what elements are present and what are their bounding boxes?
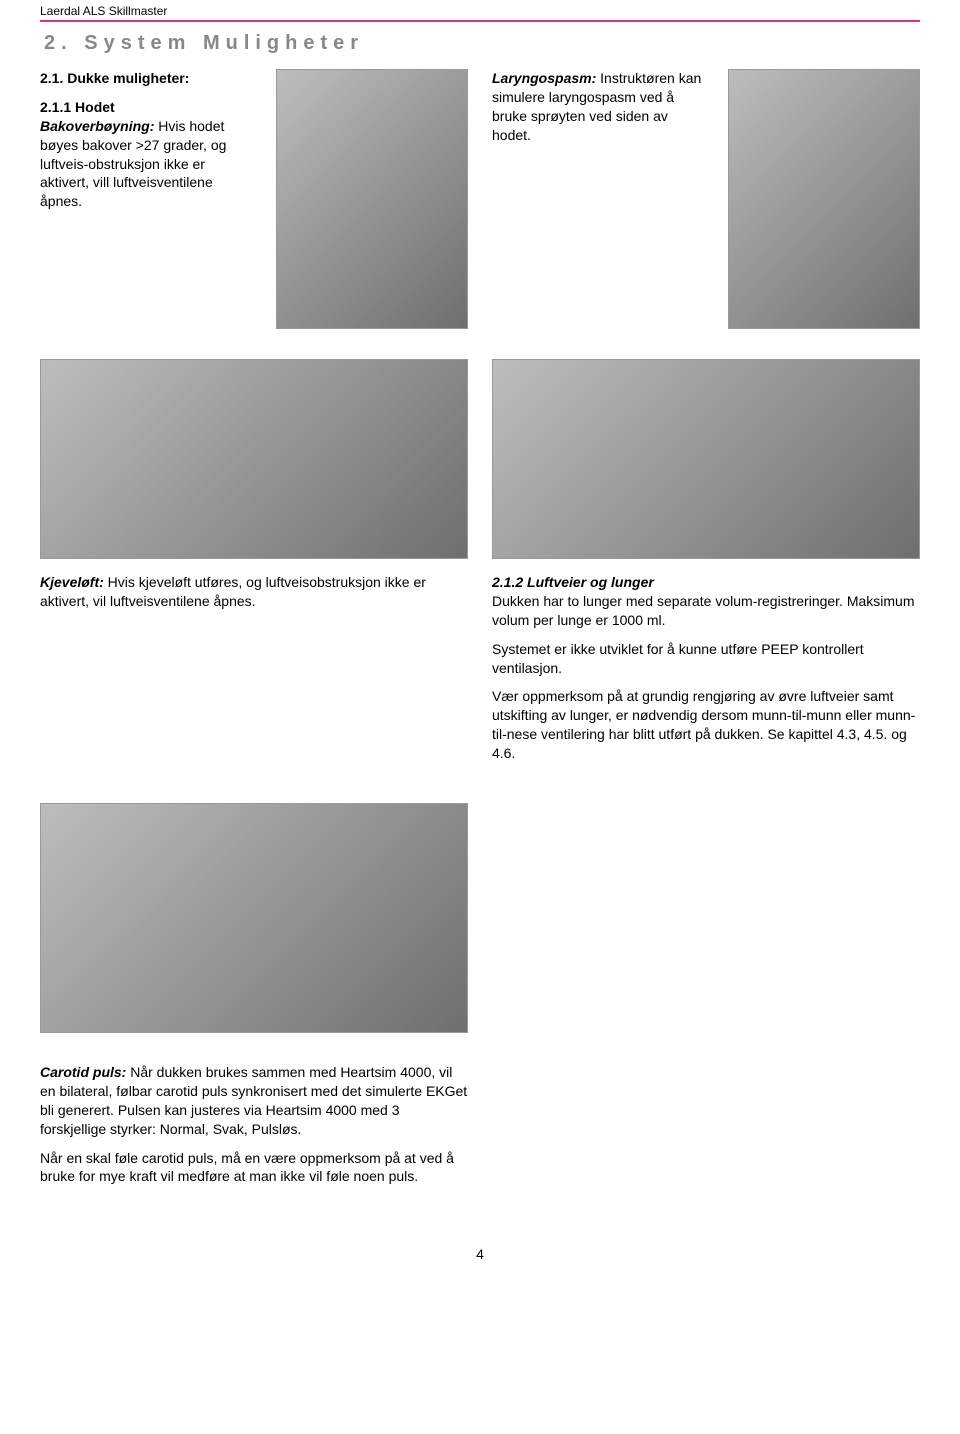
hodet-paragraph: 2.1.1 Hodet Bakoverbøyning: Hvis hodet b… <box>40 98 252 211</box>
photo-head-tilt <box>276 69 468 329</box>
lower-photo-col <box>40 803 468 1033</box>
carotid-col: Carotid puls: Når dukken brukes sammen m… <box>40 1063 468 1196</box>
lung-p2: Systemet er ikke utviklet for å kunne ut… <box>492 640 920 678</box>
top-photo-1 <box>276 69 468 329</box>
lung-p1: Dukken har to lunger med separate volum-… <box>492 593 915 628</box>
lung-block: 2.1.2 Luftveier og lunger Dukken har to … <box>492 573 920 630</box>
mid-photo-right-col <box>492 359 920 559</box>
row-lower-photo <box>40 803 920 1033</box>
page-number: 4 <box>40 1246 920 1262</box>
bottom-empty <box>492 1063 920 1196</box>
lung-p3: Vær oppmerksom på at grundig rengjøring … <box>492 687 920 763</box>
laryngo-label: Laryngospasm: <box>492 70 596 86</box>
row-bottom-text: Carotid puls: Når dukken brukes sammen m… <box>40 1063 920 1196</box>
kjeve-label: Kjeveløft: <box>40 574 104 590</box>
kjeve-paragraph: Kjeveløft: Hvis kjeveløft utføres, og lu… <box>40 573 468 611</box>
carotid-p2: Når en skal føle carotid puls, må en vær… <box>40 1149 468 1187</box>
laryngo-paragraph: Laryngospasm: Instruktøren kan simulere … <box>492 69 704 145</box>
page: Laerdal ALS Skillmaster 2. System Muligh… <box>0 0 960 1302</box>
hodet-subheading: 2.1.1 Hodet <box>40 99 115 115</box>
photo-chest-open <box>492 359 920 559</box>
top-left-text: 2.1. Dukke muligheter: 2.1.1 Hodet Bakov… <box>40 69 252 329</box>
bakover-label: Bakoverbøyning: <box>40 118 154 134</box>
top-photo-2 <box>728 69 920 329</box>
product-header: Laerdal ALS Skillmaster <box>40 0 920 22</box>
photo-jaw-thrust <box>40 359 468 559</box>
kjeve-col: Kjeveløft: Hvis kjeveløft utføres, og lu… <box>40 573 468 773</box>
section-title: 2. System Muligheter <box>44 32 920 55</box>
lower-empty <box>492 803 920 1033</box>
row-mid-photos <box>40 359 920 559</box>
carotid-label: Carotid puls: <box>40 1064 126 1080</box>
row-mid-text: Kjeveløft: Hvis kjeveløft utføres, og lu… <box>40 573 920 773</box>
top-right-text: Laryngospasm: Instruktøren kan simulere … <box>492 69 704 329</box>
photo-laryngospasm <box>728 69 920 329</box>
row-top: 2.1. Dukke muligheter: 2.1.1 Hodet Bakov… <box>40 69 920 329</box>
dukke-heading: 2.1. Dukke muligheter: <box>40 69 252 88</box>
photo-carotid <box>40 803 468 1033</box>
carotid-paragraph: Carotid puls: Når dukken brukes sammen m… <box>40 1063 468 1139</box>
mid-photo-left-col <box>40 359 468 559</box>
lung-heading: 2.1.2 Luftveier og lunger <box>492 574 654 590</box>
lung-col: 2.1.2 Luftveier og lunger Dukken har to … <box>492 573 920 773</box>
